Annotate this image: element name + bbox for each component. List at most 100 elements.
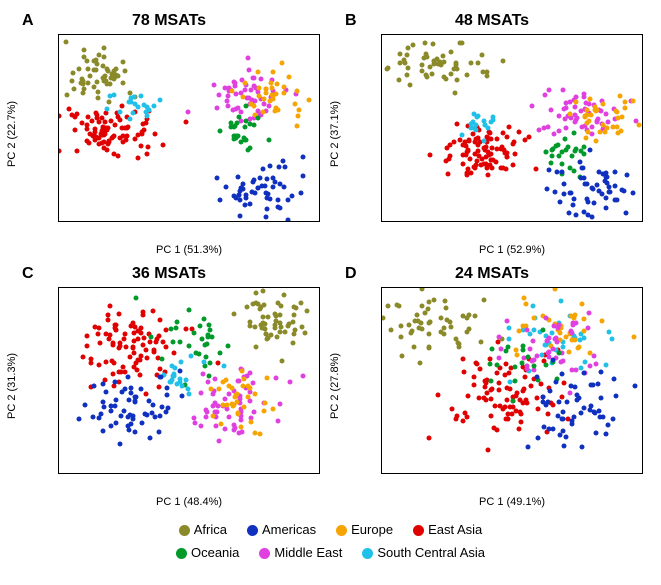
data-point bbox=[151, 309, 156, 314]
data-point bbox=[247, 202, 252, 207]
data-point bbox=[482, 298, 487, 303]
data-point bbox=[109, 358, 114, 363]
data-point bbox=[574, 397, 579, 402]
data-point bbox=[414, 312, 419, 317]
data-point bbox=[570, 337, 575, 342]
data-point bbox=[104, 106, 109, 111]
data-point bbox=[482, 139, 487, 144]
data-point bbox=[604, 195, 609, 200]
data-point bbox=[389, 328, 394, 333]
data-point bbox=[262, 302, 267, 307]
data-point bbox=[536, 127, 541, 132]
data-point bbox=[185, 109, 190, 114]
data-point bbox=[88, 73, 93, 78]
data-point bbox=[276, 197, 281, 202]
data-point bbox=[453, 61, 458, 66]
data-point bbox=[600, 414, 605, 419]
data-point bbox=[485, 70, 490, 75]
data-point bbox=[405, 46, 410, 51]
data-point bbox=[89, 118, 94, 123]
data-point bbox=[88, 361, 93, 366]
data-point bbox=[105, 318, 110, 323]
data-point bbox=[208, 328, 213, 333]
data-point bbox=[229, 89, 234, 94]
data-point bbox=[114, 421, 119, 426]
data-point bbox=[174, 319, 179, 324]
data-point bbox=[290, 194, 295, 199]
scatter-plot-B: -0.04-0.020.00.020.040.06-0.08-0.06-0.04… bbox=[381, 34, 643, 222]
data-point bbox=[546, 412, 551, 417]
data-point bbox=[240, 186, 245, 191]
data-point bbox=[136, 132, 141, 137]
data-point bbox=[74, 149, 79, 154]
data-point bbox=[489, 120, 494, 125]
data-point bbox=[113, 322, 118, 327]
data-point bbox=[578, 160, 583, 165]
data-point bbox=[600, 101, 605, 106]
data-point bbox=[420, 287, 425, 292]
data-point bbox=[175, 382, 180, 387]
data-point bbox=[505, 397, 510, 402]
data-point bbox=[549, 107, 554, 112]
data-point bbox=[496, 340, 501, 345]
data-point bbox=[528, 331, 533, 336]
data-point bbox=[153, 414, 158, 419]
data-point bbox=[245, 304, 250, 309]
data-point bbox=[584, 182, 589, 187]
data-point bbox=[219, 422, 224, 427]
data-point bbox=[292, 332, 297, 337]
data-point bbox=[514, 352, 519, 357]
data-point bbox=[598, 395, 603, 400]
data-point bbox=[562, 117, 567, 122]
data-point bbox=[91, 58, 96, 63]
data-point bbox=[240, 95, 245, 100]
data-point bbox=[199, 390, 204, 395]
data-point bbox=[531, 315, 536, 320]
data-point bbox=[271, 184, 276, 189]
data-point bbox=[132, 430, 137, 435]
data-point bbox=[95, 332, 100, 337]
data-point bbox=[102, 45, 107, 50]
data-point bbox=[233, 392, 238, 397]
data-point bbox=[625, 172, 630, 177]
data-point bbox=[111, 384, 116, 389]
data-point bbox=[574, 212, 579, 217]
data-point bbox=[520, 348, 525, 353]
data-point bbox=[132, 137, 137, 142]
data-point bbox=[187, 308, 192, 313]
data-point bbox=[581, 316, 586, 321]
data-point bbox=[612, 198, 617, 203]
data-point bbox=[210, 404, 215, 409]
data-point bbox=[623, 100, 628, 105]
data-point bbox=[560, 372, 565, 377]
data-point bbox=[531, 303, 536, 308]
data-point bbox=[101, 429, 106, 434]
data-point bbox=[216, 386, 221, 391]
data-point bbox=[460, 356, 465, 361]
data-point bbox=[116, 346, 121, 351]
data-point bbox=[144, 412, 149, 417]
data-point bbox=[257, 175, 262, 180]
data-point bbox=[218, 128, 223, 133]
data-point bbox=[84, 139, 89, 144]
data-point bbox=[136, 105, 141, 110]
data-point bbox=[549, 154, 554, 159]
data-point bbox=[466, 326, 471, 331]
data-point bbox=[407, 323, 412, 328]
data-point bbox=[85, 343, 90, 348]
data-point bbox=[386, 303, 391, 308]
data-point bbox=[263, 191, 268, 196]
data-point bbox=[542, 425, 547, 430]
data-point bbox=[282, 330, 287, 335]
data-point bbox=[573, 100, 578, 105]
data-point bbox=[507, 337, 512, 342]
data-point bbox=[101, 399, 106, 404]
data-point bbox=[187, 391, 192, 396]
data-point bbox=[561, 416, 566, 421]
legend-swatch bbox=[336, 525, 347, 536]
data-point bbox=[547, 167, 552, 172]
data-point bbox=[259, 77, 264, 82]
data-point bbox=[597, 408, 602, 413]
data-point bbox=[218, 350, 223, 355]
data-point bbox=[475, 362, 480, 367]
